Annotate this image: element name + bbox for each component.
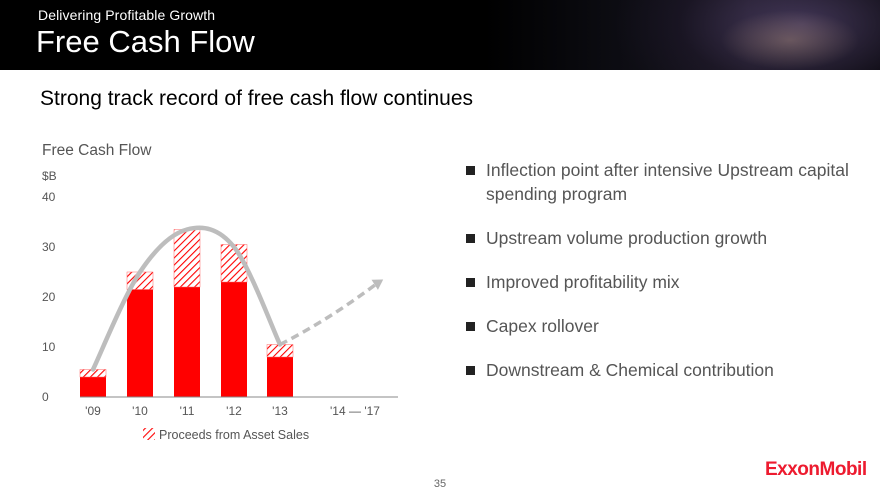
bullet-text: Inflection point after intensive Upstrea… xyxy=(486,160,849,204)
y-tick-label: 10 xyxy=(42,340,56,354)
bar-series xyxy=(79,229,294,397)
bullet-item: Improved profitability mix xyxy=(466,270,866,294)
x-tick-label: '09 xyxy=(85,404,101,418)
header-banner: Delivering Profitable Growth Free Cash F… xyxy=(0,0,880,70)
y-tick-label: 30 xyxy=(42,240,56,254)
section-title: Delivering Profitable Growth xyxy=(38,7,216,23)
bullet-square-icon xyxy=(466,166,475,175)
bullet-list: Inflection point after intensive Upstrea… xyxy=(466,158,866,382)
legend-swatch-asset-sales xyxy=(143,428,155,440)
exxonmobil-logo: ExxonMobil xyxy=(765,459,867,480)
bullet-text: Downstream & Chemical contribution xyxy=(486,360,774,380)
bar-free-cash-flow xyxy=(267,357,293,397)
y-tick-label: 0 xyxy=(42,390,49,404)
bar-free-cash-flow xyxy=(80,377,106,397)
bar-asset-sales xyxy=(173,229,201,288)
y-tick-label: 40 xyxy=(42,190,56,204)
bullet-text: Upstream volume production growth xyxy=(486,228,768,248)
x-tick-label: '11 xyxy=(180,404,195,418)
trend-line xyxy=(90,225,384,372)
bullet-text: Capex rollover xyxy=(486,316,599,336)
bullet-square-icon xyxy=(466,366,475,375)
bar-free-cash-flow xyxy=(174,287,200,397)
legend: Proceeds from Asset Sales xyxy=(143,428,309,442)
bullet-item: Inflection point after intensive Upstrea… xyxy=(466,158,866,206)
bar-free-cash-flow xyxy=(127,289,153,397)
bullet-square-icon xyxy=(466,322,475,331)
bullet-square-icon xyxy=(466,234,475,243)
y-tick-label: 20 xyxy=(42,290,56,304)
x-tick-label: '14 — '17 xyxy=(330,404,380,418)
bullet-item: Downstream & Chemical contribution xyxy=(466,358,866,382)
bar-free-cash-flow xyxy=(221,282,247,397)
y-axis-ticks: 0 10 20 30 40 xyxy=(42,190,56,404)
trend-curve xyxy=(90,225,283,372)
y-axis-unit: $B xyxy=(42,169,57,183)
chart-title: Free Cash Flow xyxy=(42,142,152,159)
x-tick-label: '13 xyxy=(272,404,288,418)
slide-subtitle: Strong track record of free cash flow co… xyxy=(40,87,474,110)
page-title: Free Cash Flow xyxy=(36,24,255,59)
page-number: 35 xyxy=(433,478,447,490)
bullet-item: Capex rollover xyxy=(466,314,866,338)
bullet-square-icon xyxy=(466,278,475,287)
legend-label-asset-sales: Proceeds from Asset Sales xyxy=(159,428,309,442)
header-decoration-highlight xyxy=(720,10,860,70)
bullet-text: Improved profitability mix xyxy=(486,272,680,292)
header-decoration xyxy=(610,0,880,70)
x-axis-ticks: '09 '10 '11 '12 '13 '14 — '17 xyxy=(85,404,380,418)
x-tick-label: '12 xyxy=(226,404,242,418)
bullet-item: Upstream volume production growth xyxy=(466,226,866,250)
projection-dashed-line xyxy=(279,281,379,347)
x-tick-label: '10 xyxy=(132,404,148,418)
projection-arrowhead-icon xyxy=(371,279,384,290)
